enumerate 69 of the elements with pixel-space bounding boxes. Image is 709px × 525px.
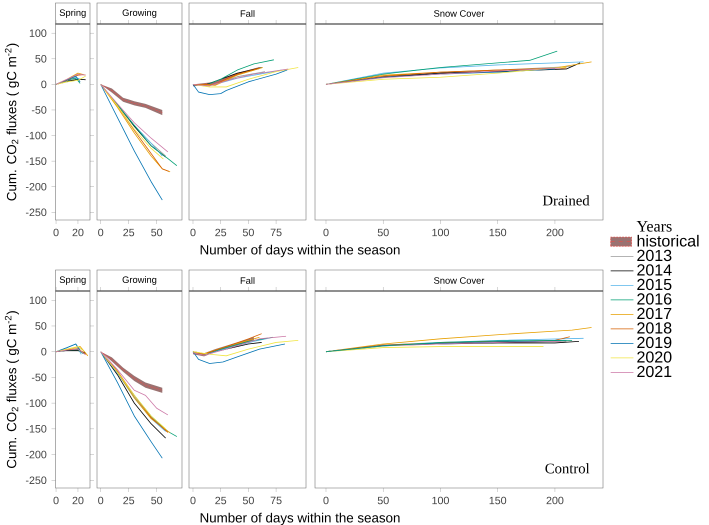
- y-tick-label: -100: [26, 132, 46, 140]
- legend-label: 2013: [637, 250, 672, 262]
- legend-label: 2020: [637, 351, 672, 363]
- y-tick-label: 100: [30, 29, 46, 37]
- chart-title: Snow Cover: [434, 10, 484, 17]
- legend-label: 2019: [637, 336, 672, 348]
- chart-title: Growing: [122, 9, 156, 18]
- legend-label: 2017: [637, 308, 672, 320]
- y-tick-label: 0: [41, 348, 46, 356]
- x-axis-title: Number of days within the season: [200, 512, 400, 525]
- legend-label: 2016: [637, 293, 672, 305]
- legend-label: 2015: [637, 278, 672, 290]
- x-tick-label: 75: [270, 228, 282, 236]
- x-tick-label: 50: [378, 496, 389, 504]
- chart-title: Fall: [240, 10, 254, 17]
- y-tick-label: -200: [26, 182, 46, 191]
- x-tick-label: 0: [190, 496, 196, 504]
- x-tick-label: 50: [242, 228, 254, 236]
- chart-title: Spring: [60, 9, 86, 18]
- x-tick-label: 150: [490, 496, 506, 504]
- chart-title: Growing: [122, 276, 156, 285]
- x-tick-label: 50: [151, 496, 162, 504]
- x-tick-label: 25: [123, 228, 134, 236]
- x-axis-title: Number of days within the season: [200, 244, 400, 258]
- y-tick-label: 50: [35, 55, 46, 63]
- x-tick-label: 150: [490, 228, 506, 236]
- x-tick-label: 0: [323, 496, 329, 504]
- y-tick-label: -150: [26, 425, 46, 433]
- x-tick-label: 200: [546, 228, 564, 236]
- annotation: Drained: [542, 195, 590, 206]
- y-tick-label: -50: [32, 106, 46, 114]
- x-tick-label: 50: [378, 228, 389, 236]
- legend-label: 2018: [637, 322, 672, 334]
- x-tick-label: 0: [190, 228, 196, 236]
- legend-title: Years: [636, 221, 672, 232]
- annotation: Control: [545, 463, 590, 474]
- y-tick-label: -250: [26, 476, 46, 484]
- y-tick-label: 50: [35, 322, 46, 330]
- y-tick-label: -250: [26, 208, 46, 216]
- x-tick-label: 100: [432, 228, 449, 236]
- y-tick-label: 100: [30, 296, 46, 304]
- x-tick-label: 25: [215, 496, 226, 504]
- x-tick-label: 0: [54, 228, 59, 236]
- x-tick-label: 200: [546, 496, 564, 504]
- x-tick-label: 50: [151, 228, 162, 236]
- legend-label: historical: [638, 234, 699, 247]
- x-tick-label: 0: [323, 228, 329, 236]
- y-axis-title: Cum. CO$_{2}$ fluxes ( gC m$^{-2}$): [4, 44, 19, 200]
- x-tick-label: 100: [432, 496, 449, 504]
- chart-title: Spring: [60, 276, 86, 285]
- chart-title: Snow Cover: [434, 277, 484, 284]
- chart-title: Fall: [240, 277, 254, 284]
- x-tick-label: 0: [54, 496, 59, 504]
- y-tick-label: -200: [26, 450, 46, 458]
- x-tick-label: 25: [123, 496, 134, 504]
- legend-label: 2014: [637, 264, 672, 276]
- x-tick-label: 20: [72, 496, 84, 504]
- x-tick-label: 20: [72, 228, 84, 236]
- x-tick-label: 0: [98, 496, 104, 504]
- y-tick-label: 0: [41, 80, 46, 88]
- y-tick-label: -50: [32, 374, 46, 382]
- x-tick-label: 25: [215, 228, 226, 236]
- y-tick-label: -100: [26, 399, 46, 407]
- x-tick-label: 50: [242, 496, 254, 504]
- x-tick-label: 0: [98, 228, 104, 236]
- y-tick-label: -150: [26, 157, 46, 165]
- y-axis-title: Cum. CO$_{2}$ fluxes ( gC m$^{-2}$): [4, 311, 19, 468]
- x-tick-label: 75: [270, 496, 282, 504]
- legend-label: 2021: [637, 366, 672, 378]
